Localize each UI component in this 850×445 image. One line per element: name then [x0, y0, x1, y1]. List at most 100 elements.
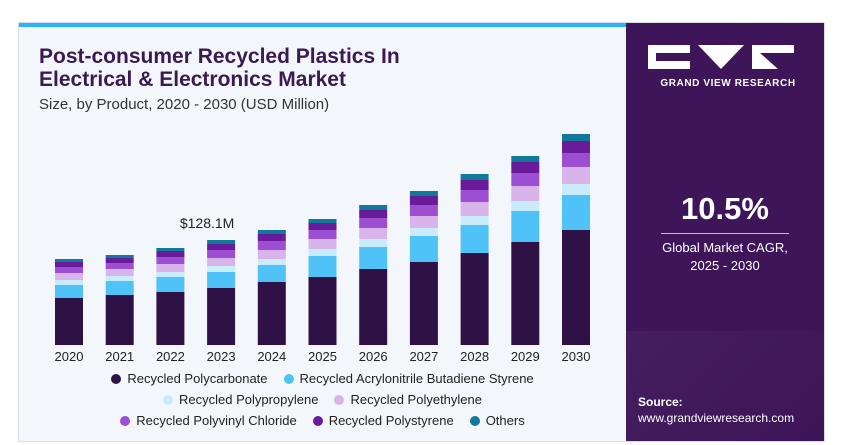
legend-swatch-icon: [313, 416, 323, 426]
legend-swatch-icon: [284, 374, 294, 384]
bar-segment-2028-2: [461, 216, 489, 225]
source-link[interactable]: www.grandviewresearch.com: [638, 411, 794, 425]
bar-segment-2025-6: [309, 219, 337, 223]
bar-segment-2028-6: [461, 174, 489, 180]
bar-segment-2024-2: [258, 259, 286, 265]
bar-segment-2029-0: [511, 242, 539, 345]
bar-segment-2025-1: [309, 256, 337, 277]
bar-segment-2030-6: [562, 134, 590, 141]
legend-swatch-icon: [111, 374, 121, 384]
bar-segment-2023-1: [207, 272, 235, 288]
bar-segment-2029-1: [511, 211, 539, 242]
bar-segment-2025-3: [309, 239, 337, 249]
x-tick-label: 2030: [562, 349, 591, 364]
bar-segment-2022-3: [156, 264, 184, 272]
x-tick-label: 2027: [409, 349, 438, 364]
bar-segment-2026-0: [359, 269, 387, 345]
brand-name: GRAND VIEW RESEARCH: [648, 78, 808, 89]
x-tick-label: 2029: [511, 349, 540, 364]
bar-segment-2022-1: [156, 277, 184, 292]
sidebar-panel: GRAND VIEW RESEARCH 10.5% Global Market …: [626, 23, 824, 441]
legend-label: Recycled Polypropylene: [179, 392, 318, 407]
x-tick-label: 2022: [156, 349, 185, 364]
x-tick-label: 2024: [257, 349, 286, 364]
bar-segment-2026-1: [359, 247, 387, 269]
legend-item: Recycled Polypropylene: [163, 392, 318, 407]
bar-segment-2026-6: [359, 205, 387, 210]
cagr-value: 10.5%: [626, 191, 824, 227]
legend-row: Recycled Polycarbonate Recycled Acrylonit…: [19, 368, 626, 389]
bar-segment-2026-2: [359, 239, 387, 247]
legend-item: Recycled Acrylonitrile Butadiene Styrene: [284, 371, 534, 386]
cagr-divider: [661, 233, 789, 234]
bar-segment-2030-5: [562, 141, 590, 153]
legend-label: Recycled Polyethylene: [350, 392, 482, 407]
legend-swatch-icon: [470, 416, 480, 426]
bar-segment-2028-1: [461, 225, 489, 253]
bar-segment-2027-4: [410, 205, 438, 216]
bar-segment-2020-3: [55, 273, 83, 280]
bar-segment-2020-2: [55, 280, 83, 285]
bar-segment-2030-3: [562, 167, 590, 184]
bar-segment-2027-1: [410, 236, 438, 262]
data-label: $128.1M: [180, 215, 234, 231]
bar-segment-2026-3: [359, 228, 387, 239]
legend-label: Recycled Acrylonitrile Butadiene Styrene: [300, 371, 534, 386]
bar-segment-2022-4: [156, 257, 184, 264]
bar-segment-2022-0: [156, 292, 184, 345]
legend-row: Recycled Polypropylene Recycled Polyethyl…: [19, 389, 626, 410]
bar-segment-2020-4: [55, 267, 83, 273]
bar-segment-2021-1: [106, 281, 134, 295]
stacked-bar-chart: 2020 2021 2022 2023 $128.1M 2024 2025 2026 2027 2…: [19, 23, 626, 368]
bar-segment-2020-1: [55, 285, 83, 298]
x-tick-label: 2028: [460, 349, 489, 364]
legend-item: Recycled Polyvinyl Chloride: [120, 413, 296, 428]
bar-segment-2024-5: [258, 234, 286, 241]
legend-label: Recycled Polystyrene: [329, 413, 454, 428]
chart-panel: Post-consumer Recycled Plastics In Elect…: [19, 23, 626, 441]
bar-segment-2030-4: [562, 153, 590, 167]
bar-segment-2024-6: [258, 230, 286, 234]
chart-legend: Recycled Polycarbonate Recycled Acrylonit…: [19, 368, 626, 431]
bar-segment-2023-6: [207, 240, 235, 244]
bar-segment-2021-0: [106, 295, 134, 345]
bar-segment-2029-5: [511, 162, 539, 173]
source-title: Source:: [638, 395, 683, 409]
cagr-label-line-1: Global Market CAGR,: [626, 239, 824, 257]
bar-segment-2030-0: [562, 230, 590, 345]
bar-segment-2027-3: [410, 216, 438, 228]
bar-segment-2022-5: [156, 251, 184, 257]
bar-segment-2028-3: [461, 202, 489, 216]
bar-segment-2023-4: [207, 250, 235, 258]
bar-segment-2022-2: [156, 272, 184, 277]
bar-segment-2020-5: [55, 262, 83, 267]
bar-segment-2021-2: [106, 276, 134, 281]
bar-segment-2021-5: [106, 258, 134, 263]
bar-segment-2030-1: [562, 195, 590, 230]
bar-segment-2024-1: [258, 265, 286, 282]
brand-logo: [648, 45, 798, 73]
bar-segment-2028-4: [461, 190, 489, 202]
x-tick-label: 2025: [308, 349, 337, 364]
bar-segment-2023-5: [207, 244, 235, 250]
bar-segment-2023-2: [207, 266, 235, 272]
bar-segment-2027-2: [410, 228, 438, 236]
bar-segment-2023-0: [207, 288, 235, 345]
legend-item: Recycled Polystyrene: [313, 413, 454, 428]
bar-segment-2021-6: [106, 255, 134, 258]
bar-segment-2020-0: [55, 298, 83, 345]
x-tick-label: 2026: [359, 349, 388, 364]
bar-segment-2025-5: [309, 223, 337, 230]
cagr-label: Global Market CAGR, 2025 - 2030: [626, 239, 824, 275]
bar-segment-2025-4: [309, 230, 337, 239]
bar-segment-2022-6: [156, 248, 184, 251]
bar-segment-2024-4: [258, 241, 286, 250]
legend-label: Recycled Polyvinyl Chloride: [136, 413, 296, 428]
bar-segment-2021-3: [106, 269, 134, 276]
bar-segment-2029-3: [511, 186, 539, 201]
x-tick-label: 2023: [207, 349, 236, 364]
legend-item: Others: [470, 413, 525, 428]
bar-segment-2028-0: [461, 253, 489, 345]
bar-segment-2021-4: [106, 263, 134, 269]
legend-label: Others: [486, 413, 525, 428]
